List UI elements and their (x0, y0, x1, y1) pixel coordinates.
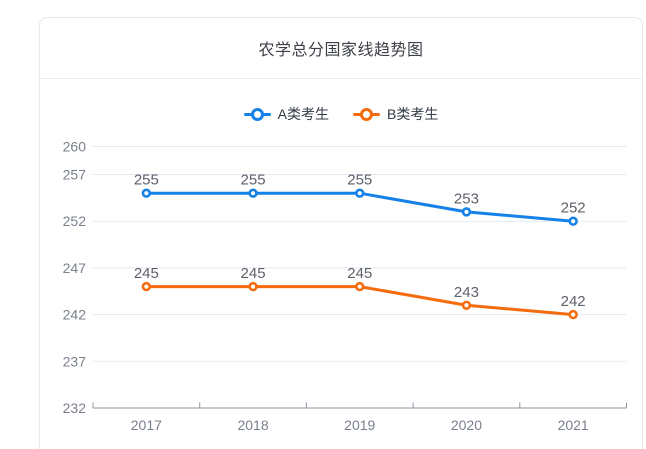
legend-label: B类考生 (387, 106, 439, 122)
chart-card-header: 农学总分国家线趋势图 (40, 18, 642, 79)
legend-line-circle-icon (353, 107, 380, 121)
chart-card: 农学总分国家线趋势图 A类考生 B类考生 (39, 17, 643, 449)
legend-line-circle-icon (243, 107, 271, 121)
legend-item-B类考生[interactable]: B类考生 (353, 104, 438, 124)
legend-item-A类考生[interactable]: A类考生 (243, 104, 329, 124)
legend-label: A类考生 (277, 106, 329, 122)
chart-title: 农学总分国家线趋势图 (258, 42, 424, 59)
chart-legend: A类考生 B类考生 (40, 103, 642, 125)
